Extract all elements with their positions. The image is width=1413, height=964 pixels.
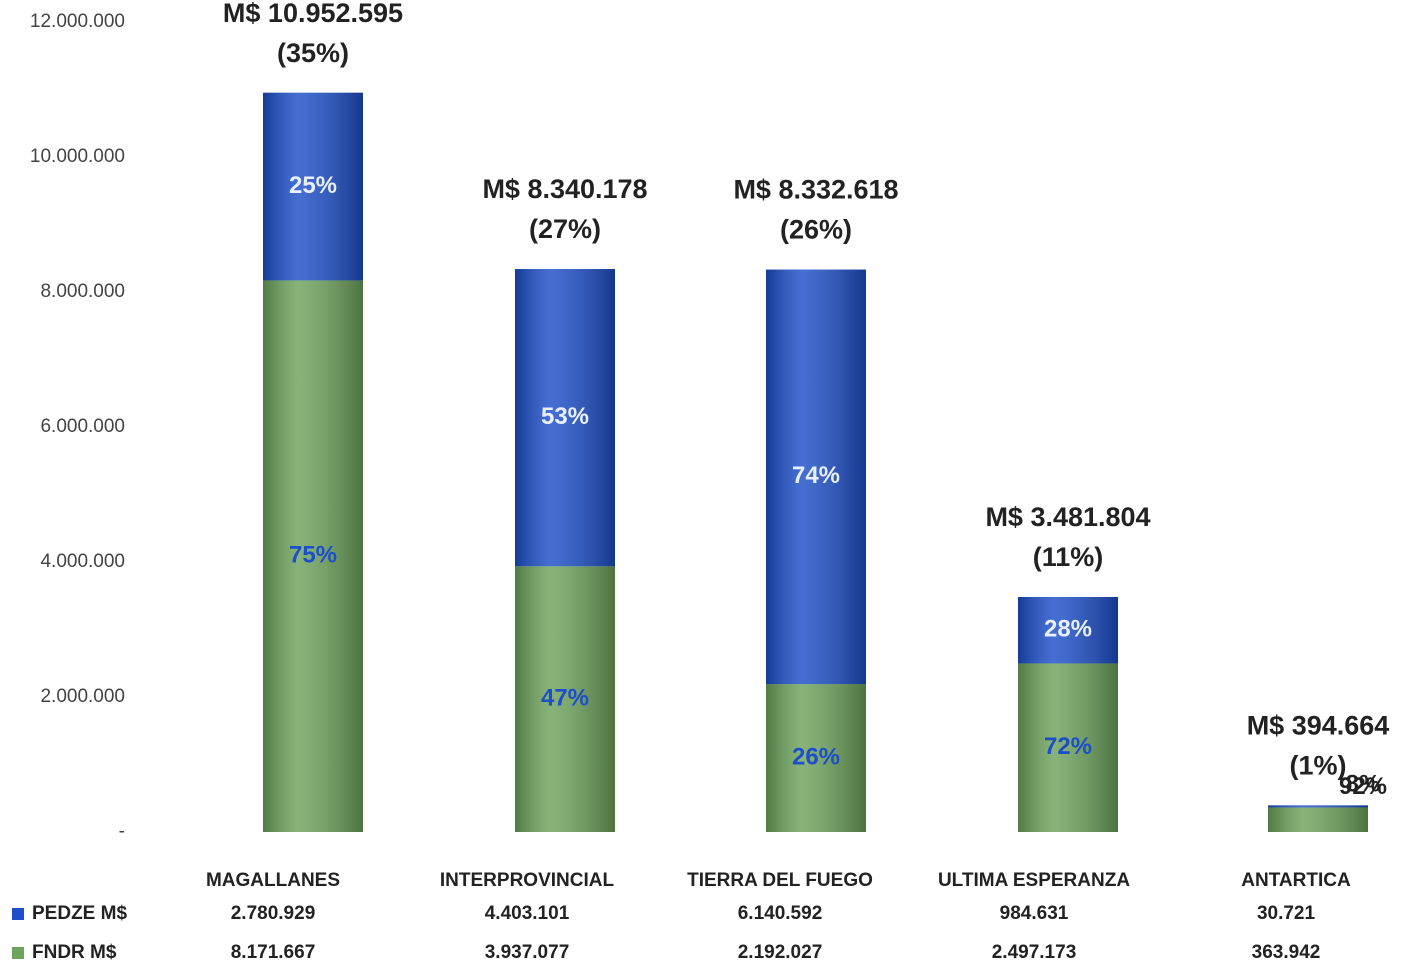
share-label: 72% (1044, 733, 1092, 760)
legend-label: FNDR M$ (32, 942, 117, 963)
bar-shading (263, 280, 363, 832)
y-tick-label: 6.000.000 (40, 416, 125, 437)
share-label: 28% (1044, 616, 1092, 643)
total-share-label: (35%) (277, 38, 349, 68)
share-label: 74% (792, 462, 840, 489)
x-tick-label: INTERPROVINCIAL (440, 870, 615, 891)
y-tick-label: 2.000.000 (40, 686, 125, 707)
table-value: 4.403.101 (485, 903, 570, 924)
x-tick-label: MAGALLANES (206, 870, 340, 891)
total-share-label: (26%) (780, 215, 852, 245)
y-tick-label: 12.000.000 (30, 11, 125, 32)
bar-shading (766, 684, 866, 832)
share-label: 92% (1339, 773, 1387, 800)
table-value: 6.140.592 (738, 903, 823, 924)
table-value: 2.497.173 (992, 942, 1077, 963)
y-tick-label: 10.000.000 (30, 146, 125, 167)
share-label: 53% (541, 403, 589, 430)
table-value: 2.192.027 (738, 942, 823, 963)
legend-label: PEDZE M$ (32, 903, 127, 924)
share-label: 25% (289, 172, 337, 199)
bar-shading (1018, 663, 1118, 832)
legend-swatch (12, 947, 24, 959)
table-value: 984.631 (1000, 903, 1069, 924)
x-tick-label: TIERRA DEL FUEGO (687, 870, 873, 891)
share-label: 26% (792, 743, 840, 770)
share-label: 75% (289, 542, 337, 569)
bar-shading (1018, 596, 1118, 664)
total-label: M$ 394.664 (1247, 710, 1390, 740)
table-value: 30.721 (1257, 903, 1316, 924)
bar-shading (1268, 807, 1368, 832)
share-label: 47% (541, 684, 589, 711)
table-value: 363.942 (1252, 942, 1321, 963)
y-tick-label: 4.000.000 (40, 551, 125, 572)
bar-shading (515, 269, 615, 567)
total-label: M$ 10.952.595 (223, 0, 403, 28)
table-value: 3.937.077 (485, 942, 570, 963)
share-label: 8% (1346, 771, 1381, 798)
table-value: 8.171.667 (231, 942, 316, 963)
y-tick-label: - (119, 821, 125, 842)
x-tick-label: ULTIMA ESPERANZA (938, 870, 1130, 891)
legend-swatch (12, 908, 24, 920)
total-label: M$ 8.332.618 (733, 175, 898, 205)
bar-shading (515, 566, 615, 832)
bar-shading (1268, 805, 1368, 808)
table-value: 2.780.929 (231, 903, 316, 924)
x-tick-label: ANTARTICA (1241, 870, 1351, 891)
total-share-label: (27%) (529, 214, 601, 244)
total-share-label: (1%) (1289, 750, 1346, 780)
total-label: M$ 3.481.804 (985, 502, 1150, 532)
total-label: M$ 8.340.178 (482, 174, 647, 204)
bar-shading (263, 92, 363, 281)
bar-shading (766, 269, 866, 685)
total-share-label: (11%) (1033, 542, 1104, 572)
y-tick-label: 8.000.000 (40, 281, 125, 302)
